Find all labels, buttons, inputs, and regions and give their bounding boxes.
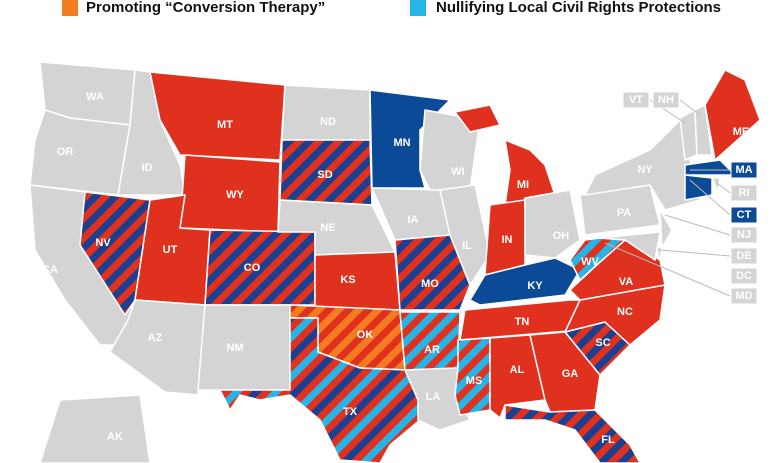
state-label: MD — [735, 290, 752, 302]
state-label: IN — [502, 234, 513, 246]
state-label: IL — [462, 240, 472, 252]
state-label: NM — [226, 342, 243, 354]
state-label: OH — [553, 230, 570, 242]
state-label: MN — [393, 137, 410, 149]
label-box — [730, 184, 758, 202]
state — [504, 404, 641, 463]
state-label: GA — [562, 368, 579, 380]
state-label: NC — [617, 306, 633, 318]
leader-line — [604, 242, 731, 297]
label-box — [730, 267, 758, 285]
state — [281, 84, 371, 141]
state — [314, 251, 401, 311]
state-label: NJ — [737, 229, 751, 241]
leader-line — [689, 179, 731, 216]
state — [394, 234, 471, 311]
state-label: WA — [86, 91, 104, 103]
state-label: ND — [320, 116, 336, 128]
state-label: UT — [163, 244, 178, 256]
label-box — [730, 287, 758, 305]
state-label: SC — [595, 337, 610, 349]
label-box — [730, 161, 758, 179]
leader-line — [679, 99, 701, 116]
leader-line — [659, 249, 731, 257]
state-label: ID — [142, 162, 153, 174]
legend-swatch — [62, 0, 78, 16]
state — [149, 71, 286, 161]
state — [524, 189, 581, 259]
state-label: VT — [629, 94, 643, 106]
state-label: ME — [733, 126, 750, 138]
state-label: MS — [466, 375, 483, 387]
state-label: KY — [527, 280, 543, 292]
state-label: CA — [42, 264, 58, 276]
state-label: CT — [737, 209, 752, 221]
state-label: TN — [515, 316, 530, 328]
state-label: FL — [601, 434, 615, 446]
state — [39, 394, 151, 463]
label-box — [730, 206, 758, 224]
state-label: CO — [244, 262, 261, 274]
state-label: KS — [340, 274, 355, 286]
state — [79, 191, 151, 316]
state — [704, 69, 761, 161]
state-label: WV — [581, 256, 599, 268]
state — [599, 231, 661, 261]
state-label: IA — [408, 214, 419, 226]
label-box — [730, 226, 758, 244]
state-label: DC — [736, 270, 752, 282]
state-label: OR — [57, 146, 74, 158]
state-label: LA — [426, 391, 441, 403]
state-label: TX — [343, 406, 358, 418]
state — [439, 184, 491, 286]
state — [469, 257, 581, 306]
label-box — [652, 91, 680, 109]
legend: Promoting “Conversion Therapy” Nullifying… — [62, 0, 721, 16]
state-label: AL — [510, 364, 525, 376]
state — [694, 104, 713, 156]
legend-swatch — [410, 0, 426, 16]
state-labels: WA OR CA NV ID MT WY UT AZ CO NM ND SD NE KS OK TX MN IA MO… — [42, 91, 758, 446]
state-label: NY — [637, 164, 653, 176]
state — [29, 109, 131, 196]
state-label: VA — [619, 276, 634, 288]
state — [219, 317, 421, 463]
states — [29, 61, 761, 463]
leader-line — [664, 214, 731, 236]
state — [584, 119, 701, 211]
state-label: MT — [217, 119, 233, 131]
state-label: MO — [421, 278, 439, 290]
state-label: PA — [617, 207, 632, 219]
legend-label: Promoting “Conversion Therapy” — [86, 0, 325, 16]
state-label: AR — [424, 344, 440, 356]
state — [399, 311, 461, 371]
state-label: NV — [95, 237, 111, 249]
state-label: NH — [658, 94, 674, 106]
state-label: NE — [320, 222, 335, 234]
label-box — [622, 91, 650, 109]
label-box — [730, 247, 758, 265]
state-label: DE — [736, 250, 751, 262]
state — [197, 304, 291, 391]
state-label: WI — [451, 166, 464, 178]
state-label: AK — [107, 431, 123, 443]
state-label: WY — [226, 189, 244, 201]
state-label: AZ — [148, 332, 163, 344]
leader-line — [716, 182, 731, 194]
state-label: MI — [517, 179, 529, 191]
state-label: MA — [735, 164, 752, 176]
legend-label: Nullifying Local Civil Rights Protection… — [436, 0, 721, 16]
state-label: OK — [357, 329, 374, 341]
state-label: RI — [739, 187, 750, 199]
state — [684, 159, 736, 176]
state — [659, 209, 673, 249]
state-label: SD — [317, 169, 332, 181]
